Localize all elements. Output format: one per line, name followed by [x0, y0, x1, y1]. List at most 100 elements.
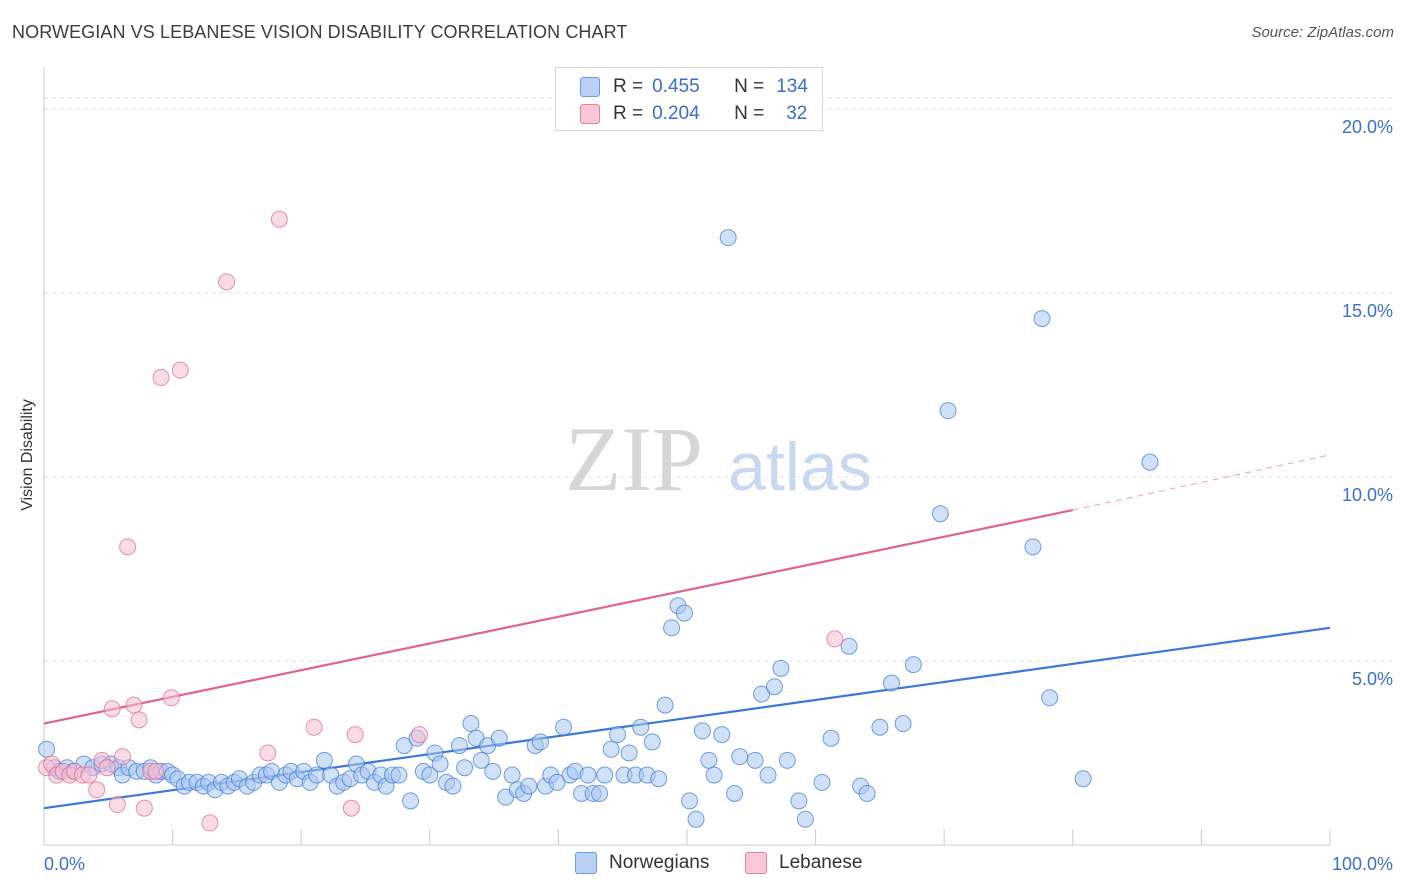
point-lebanese	[80, 766, 98, 784]
point-norwegians	[1141, 453, 1159, 471]
point-lebanese	[88, 781, 106, 799]
tick-labels: 5.0% 10.0% 15.0% 20.0% 0.0% 100.0%	[44, 117, 1393, 874]
point-lebanese	[108, 796, 126, 814]
legend-n-value: 134	[776, 76, 808, 97]
point-norwegians	[472, 751, 490, 769]
point-norwegians	[693, 722, 711, 740]
point-norwegians	[643, 733, 661, 751]
point-lebanese	[342, 799, 360, 817]
stats-legend: R = 0.455 N = 134 R = 0.204 N = 32	[555, 67, 823, 131]
point-norwegians	[700, 751, 718, 769]
point-lebanese	[103, 700, 121, 718]
point-norwegians	[719, 229, 737, 247]
point-norwegians	[1074, 770, 1092, 788]
point-norwegians	[484, 762, 502, 780]
point-lebanese	[305, 718, 323, 736]
point-norwegians	[759, 766, 777, 784]
legend-row-lebanese: R = 0.204 N = 32	[580, 103, 807, 125]
point-lebanese	[826, 630, 844, 648]
point-norwegians	[858, 784, 876, 802]
y-tick-label: 15.0%	[1342, 301, 1393, 321]
point-norwegians	[308, 766, 326, 784]
point-norwegians	[681, 792, 699, 810]
point-lebanese	[162, 689, 180, 707]
point-norwegians	[753, 685, 771, 703]
point-norwegians	[591, 784, 609, 802]
chart-title: NORWEGIAN VS LEBANESE VISION DISABILITY …	[12, 22, 628, 42]
y-tick-label: 10.0%	[1342, 485, 1393, 505]
axes	[43, 67, 1331, 846]
trend-line-lebanese	[43, 508, 1074, 725]
point-norwegians	[813, 773, 831, 791]
point-lebanese	[218, 273, 236, 291]
point-lebanese	[171, 361, 189, 379]
watermark-zip: ZIP	[565, 408, 703, 510]
point-norwegians	[894, 715, 912, 733]
y-tick-label: 5.0%	[1352, 669, 1393, 689]
point-norwegians	[609, 726, 627, 744]
point-norwegians	[531, 733, 549, 751]
point-norwegians	[790, 792, 808, 810]
point-norwegians	[548, 773, 566, 791]
series-label-lebanese: Lebanese	[779, 852, 863, 873]
point-norwegians	[490, 729, 508, 747]
point-norwegians	[656, 696, 674, 714]
point-norwegians	[939, 402, 957, 420]
point-norwegians	[840, 637, 858, 655]
point-norwegians	[822, 729, 840, 747]
point-norwegians	[390, 766, 408, 784]
point-norwegians	[772, 659, 790, 677]
point-norwegians	[38, 740, 56, 758]
point-lebanese	[411, 726, 429, 744]
point-norwegians	[796, 810, 814, 828]
point-norwegians	[713, 726, 731, 744]
point-norwegians	[663, 619, 681, 637]
legend-swatch-norwegians	[580, 77, 600, 97]
point-norwegians	[931, 505, 949, 523]
point-lebanese	[113, 748, 131, 766]
legend-n-label: N =	[734, 103, 765, 124]
data-points	[38, 210, 1159, 832]
point-lebanese	[270, 210, 288, 228]
point-norwegians	[882, 674, 900, 692]
point-norwegians	[746, 751, 764, 769]
series-legend: Norwegians Lebanese	[0, 852, 1406, 878]
point-norwegians	[456, 759, 474, 777]
legend-r-value: 0.455	[652, 76, 700, 97]
legend-n-label: N =	[734, 76, 765, 97]
point-norwegians	[555, 718, 573, 736]
series-swatch-norwegians	[575, 852, 597, 874]
legend-r-value: 0.204	[652, 103, 700, 124]
point-lebanese	[119, 538, 137, 556]
point-norwegians	[765, 678, 783, 696]
point-norwegians	[687, 810, 705, 828]
series-swatch-lebanese	[745, 852, 767, 874]
y-tick-label: 20.0%	[1342, 117, 1393, 137]
point-lebanese	[135, 799, 153, 817]
point-norwegians	[596, 766, 614, 784]
legend-swatch-lebanese	[580, 104, 600, 124]
series-label-norwegians: Norwegians	[609, 852, 710, 873]
watermark: ZIP atlas	[565, 408, 872, 510]
point-norwegians	[431, 755, 449, 773]
point-norwegians	[904, 656, 922, 674]
point-norwegians	[1024, 538, 1042, 556]
trend-extension-lebanese	[1072, 454, 1331, 511]
point-lebanese	[346, 726, 364, 744]
x-tick-label-max: 100.0%	[1332, 854, 1393, 874]
point-norwegians	[632, 718, 650, 736]
point-lebanese	[201, 814, 219, 832]
point-lebanese	[259, 744, 277, 762]
point-norwegians	[444, 777, 462, 795]
point-norwegians	[462, 715, 480, 733]
point-norwegians	[395, 737, 413, 755]
series-legend-lebanese: Lebanese	[745, 852, 862, 874]
point-norwegians	[421, 766, 439, 784]
point-norwegians	[503, 766, 521, 784]
point-norwegians	[602, 740, 620, 758]
point-norwegians	[1033, 310, 1051, 328]
legend-row-norwegians: R = 0.455 N = 134	[580, 76, 808, 98]
legend-r-label: R =	[613, 103, 644, 124]
point-norwegians	[778, 751, 796, 769]
